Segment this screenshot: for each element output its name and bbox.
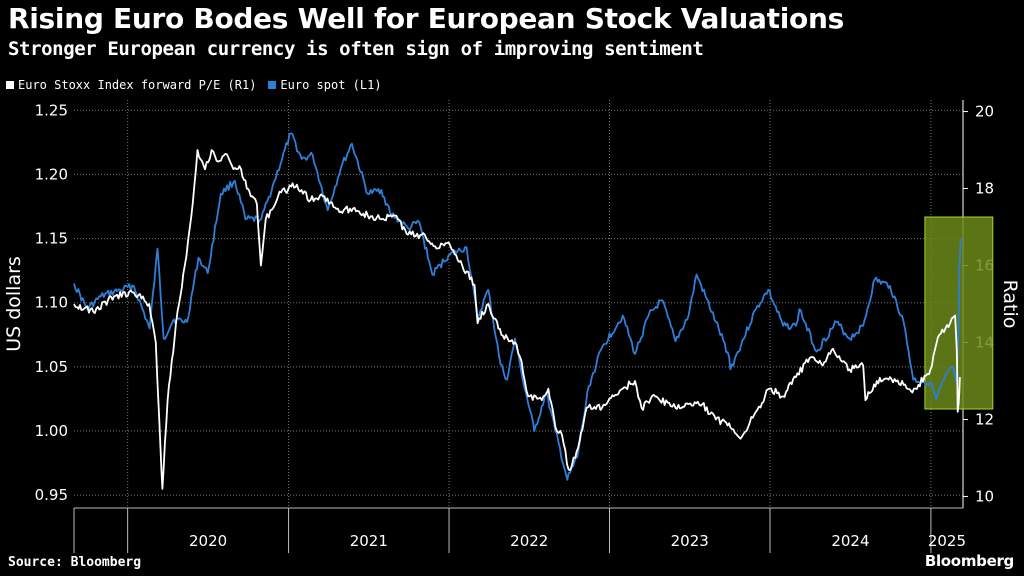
right-tick-label: 18 xyxy=(975,180,994,198)
legend-item-euro: Euro spot (L1) xyxy=(268,78,382,92)
bloomberg-logo: Bloomberg xyxy=(924,552,1014,570)
legend-label-pe: Euro Stoxx Index forward P/E (R1) xyxy=(18,78,257,92)
source-note: Source: Bloomberg xyxy=(8,555,142,570)
legend-label-euro: Euro spot (L1) xyxy=(280,78,382,92)
chart-title: Rising Euro Bodes Well for European Stoc… xyxy=(8,2,844,35)
year-label: 2024 xyxy=(831,532,869,550)
left-tick-label: 1.10 xyxy=(35,294,68,312)
right-tick-label: 10 xyxy=(975,487,994,505)
left-tick-label: 0.95 xyxy=(35,486,68,504)
left-tick-label: 1.05 xyxy=(35,358,68,376)
legend-swatch-euro xyxy=(268,81,277,89)
chart-subtitle: Stronger European currency is often sign… xyxy=(8,38,704,60)
left-tick-label: 1.25 xyxy=(35,101,68,119)
left-tick-label: 1.20 xyxy=(35,165,68,183)
year-label: 2022 xyxy=(510,532,548,550)
right-tick-label: 20 xyxy=(975,103,994,121)
series-line-forward-pe xyxy=(73,149,961,490)
legend-item-pe: Euro Stoxx Index forward P/E (R1) xyxy=(6,78,256,92)
left-tick-label: 1.15 xyxy=(35,230,68,248)
left-tick-label: 1.00 xyxy=(35,422,68,440)
left-axis-title: US dollars xyxy=(3,256,25,352)
legend: Euro Stoxx Index forward P/E (R1) Euro s… xyxy=(6,78,394,92)
year-label: 2025 xyxy=(928,532,966,550)
legend-swatch-pe xyxy=(6,81,14,89)
year-label: 2021 xyxy=(350,532,388,550)
series-line-euro-spot xyxy=(73,132,962,481)
year-label: 2023 xyxy=(671,532,709,550)
year-label: 2020 xyxy=(189,532,227,550)
right-tick-label: 12 xyxy=(975,410,994,428)
right-axis-title: Ratio xyxy=(999,280,1021,329)
